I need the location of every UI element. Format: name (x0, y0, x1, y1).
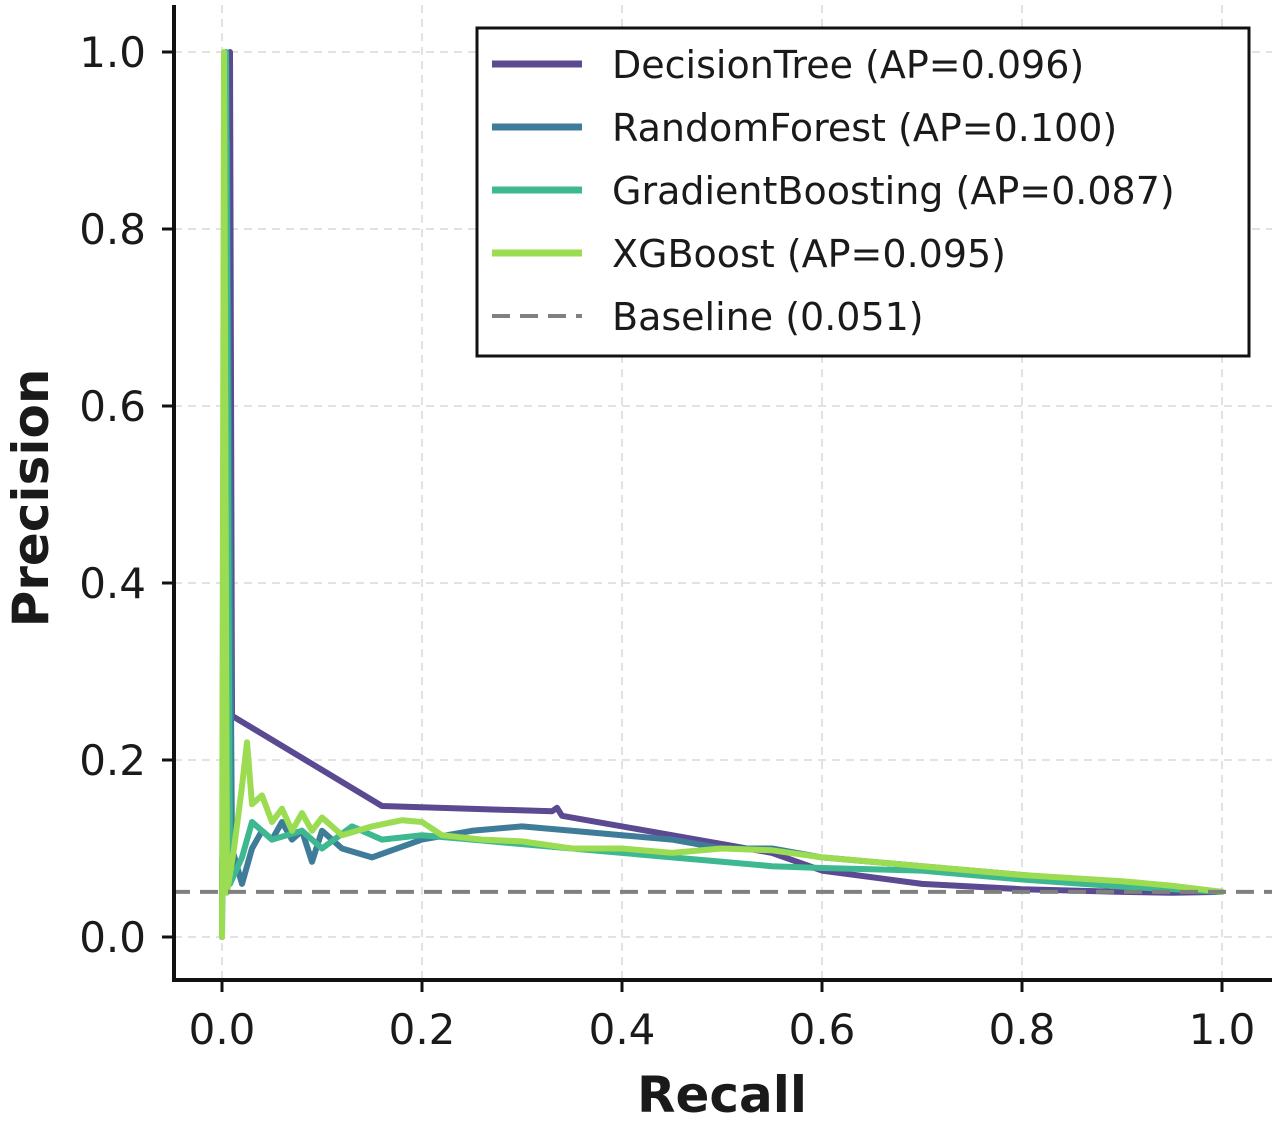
y-tick-label: 0.0 (79, 913, 146, 962)
y-tick-label: 0.6 (79, 382, 146, 431)
series-line-3 (219, 49, 1225, 940)
legend-box (475, 26, 1251, 358)
legend: DecisionTree (AP=0.096) RandomForest (AP=… (475, 26, 1251, 358)
legend-label-4: Baseline (0.051) (612, 295, 924, 339)
axes (172, 5, 1272, 982)
y-tick-label: 0.2 (79, 736, 146, 785)
y-tick-label: 1.0 (79, 28, 146, 77)
ticks: 0.0 0.2 0.4 0.6 0.8 1.0 0.0 0.2 0.4 0.6 0.8 1.0 (79, 28, 1255, 1054)
x-tick-label: 1.0 (1189, 1005, 1256, 1054)
x-tick-label: 0.2 (389, 1005, 456, 1054)
series-layer (172, 49, 1272, 940)
y-axis-title: Precision (2, 369, 60, 628)
x-tick-label: 0.4 (589, 1005, 656, 1054)
y-tick-label: 0.4 (79, 559, 146, 608)
y-tick-label: 0.8 (79, 205, 146, 254)
legend-label-3: XGBoost (AP=0.095) (612, 232, 1006, 276)
legend-label-0: DecisionTree (AP=0.096) (612, 43, 1084, 87)
x-tick-label: 0.6 (789, 1005, 856, 1054)
x-axis-title: Recall (637, 1066, 807, 1122)
legend-label-1: RandomForest (AP=0.100) (612, 106, 1117, 150)
legend-label-2: GradientBoosting (AP=0.087) (612, 169, 1175, 213)
grid (174, 5, 1272, 980)
x-tick-label: 0.8 (989, 1005, 1056, 1054)
x-tick-label: 0.0 (189, 1005, 256, 1054)
